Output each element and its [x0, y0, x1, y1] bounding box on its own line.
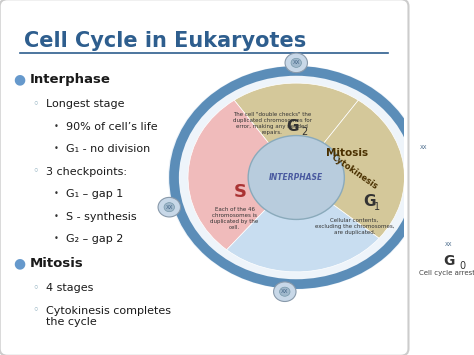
Text: •: •	[54, 122, 58, 131]
Text: G: G	[286, 119, 299, 134]
Text: •: •	[54, 234, 58, 243]
Text: Mitosis: Mitosis	[326, 148, 368, 158]
Text: 0: 0	[459, 261, 465, 271]
Circle shape	[280, 287, 290, 296]
Text: 4 stages: 4 stages	[46, 283, 93, 293]
Circle shape	[291, 58, 301, 67]
Circle shape	[285, 53, 308, 73]
Circle shape	[438, 234, 460, 254]
Text: XX: XX	[292, 60, 300, 65]
Text: •: •	[54, 189, 58, 198]
Text: ◦: ◦	[32, 283, 39, 293]
Text: Longest stage: Longest stage	[46, 99, 124, 109]
Circle shape	[248, 136, 344, 219]
Wedge shape	[227, 178, 379, 272]
Text: Interphase: Interphase	[30, 73, 110, 86]
Circle shape	[273, 282, 296, 301]
Text: INTERPHASE: INTERPHASE	[269, 173, 323, 182]
Text: G₂ – gap 2: G₂ – gap 2	[66, 234, 123, 244]
Text: XX: XX	[445, 241, 452, 247]
Text: S: S	[234, 183, 246, 201]
Text: ●: ●	[14, 257, 26, 271]
Text: Cell cycle arrest.: Cell cycle arrest.	[419, 271, 474, 277]
Text: 2: 2	[301, 126, 308, 137]
Wedge shape	[188, 100, 296, 250]
Text: •: •	[54, 144, 58, 153]
Circle shape	[168, 66, 425, 289]
Text: •: •	[54, 212, 58, 221]
Text: G: G	[363, 195, 375, 209]
Text: 1: 1	[374, 202, 380, 212]
Text: 90% of cell’s life: 90% of cell’s life	[66, 122, 157, 132]
Text: XX: XX	[281, 289, 289, 294]
Circle shape	[164, 203, 174, 212]
Text: ◦: ◦	[32, 167, 39, 177]
Text: G₁ - no division: G₁ - no division	[66, 144, 150, 154]
Circle shape	[158, 197, 181, 217]
Text: ◦: ◦	[32, 306, 39, 316]
Wedge shape	[234, 83, 358, 178]
Text: The cell "double checks" the
duplicated chromosomes for
error, making any needed: The cell "double checks" the duplicated …	[233, 113, 312, 135]
Text: Cellular contents,
excluding the chromosomes,
are duplicated.: Cellular contents, excluding the chromos…	[315, 218, 394, 235]
Text: G: G	[443, 254, 454, 268]
Text: XX: XX	[165, 205, 173, 210]
Text: Cytokinesis: Cytokinesis	[329, 152, 380, 191]
Text: Cytokinesis completes
the cycle: Cytokinesis completes the cycle	[46, 306, 171, 327]
FancyBboxPatch shape	[0, 0, 409, 355]
Text: Cell Cycle in Eukaryotes: Cell Cycle in Eukaryotes	[24, 31, 306, 51]
Text: Each of the 46
chromosomes is
duplicated by the
cell.: Each of the 46 chromosomes is duplicated…	[210, 207, 259, 230]
Circle shape	[418, 143, 428, 152]
Text: S - synthesis: S - synthesis	[66, 212, 137, 222]
Text: 3 checkpoints:: 3 checkpoints:	[46, 167, 127, 177]
Text: XX: XX	[419, 145, 427, 150]
Circle shape	[443, 240, 454, 248]
Circle shape	[412, 138, 435, 158]
Text: ●: ●	[14, 73, 26, 87]
Text: ◦: ◦	[32, 99, 39, 109]
Text: G₁ – gap 1: G₁ – gap 1	[66, 189, 123, 199]
Wedge shape	[296, 100, 404, 238]
Text: Mitosis: Mitosis	[30, 257, 83, 269]
